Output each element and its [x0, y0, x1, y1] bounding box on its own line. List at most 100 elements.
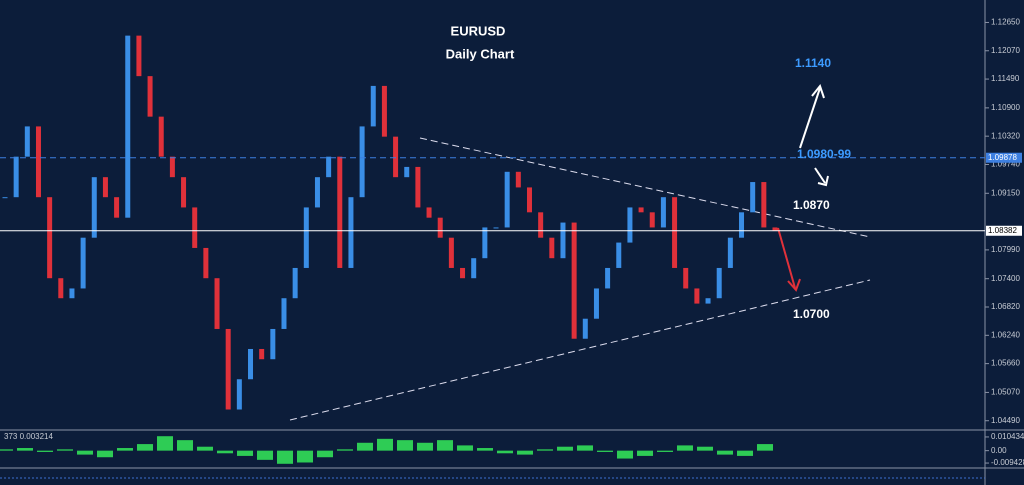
- histogram-bar: [637, 450, 653, 456]
- candle: [314, 177, 320, 208]
- histogram-bar: [237, 450, 253, 456]
- candle: [393, 136, 399, 178]
- candle: [58, 278, 64, 299]
- candle: [80, 237, 86, 289]
- candle: [582, 318, 588, 339]
- price-box: [986, 225, 1022, 236]
- candle: [437, 217, 443, 238]
- candle: [281, 298, 287, 329]
- arrows: [777, 83, 829, 292]
- candle: [348, 197, 354, 268]
- histogram-bar: [97, 450, 113, 458]
- candle: [672, 197, 678, 268]
- candle: [504, 171, 510, 228]
- annotation: 1.0700: [793, 307, 830, 321]
- candle: [236, 379, 242, 410]
- candle: [203, 247, 209, 279]
- candle: [415, 166, 421, 208]
- candle: [259, 348, 265, 360]
- y-tick-label: 1.05660: [991, 359, 1020, 368]
- histogram-bar: [577, 445, 593, 451]
- histogram-bar: [377, 438, 393, 451]
- y-tick-label: 1.10320: [991, 131, 1020, 140]
- candle: [605, 267, 611, 289]
- histogram-bar: [677, 445, 693, 451]
- candle: [225, 328, 231, 410]
- annotation: 1.1140: [795, 56, 831, 70]
- y-tick-label: 0.00: [991, 446, 1007, 455]
- histogram-bar: [657, 450, 673, 452]
- histogram-bar: [317, 450, 333, 458]
- arrow: [814, 167, 829, 187]
- y-tick-label: -0.009428: [991, 458, 1024, 467]
- candle: [526, 187, 532, 213]
- histogram-bar: [337, 449, 353, 451]
- candle: [627, 207, 633, 243]
- candle: [493, 227, 499, 229]
- candle: [761, 182, 767, 228]
- y-tick-label: 1.09150: [991, 188, 1020, 197]
- candle: [705, 298, 711, 304]
- histogram-bar: [177, 440, 193, 451]
- histogram-bar: [557, 446, 573, 451]
- candle: [47, 197, 53, 279]
- candle: [158, 116, 164, 157]
- candle: [270, 328, 276, 360]
- histogram-bar: [217, 450, 233, 454]
- candle: [638, 207, 644, 213]
- y-tick-label: 1.04490: [991, 416, 1020, 425]
- candle: [337, 156, 343, 268]
- candle: [549, 237, 555, 259]
- histogram-bar: [117, 448, 133, 451]
- price-box-label: 1.08382: [988, 226, 1017, 235]
- y-tick-label: 1.12070: [991, 46, 1020, 55]
- y-tick-label: 1.07990: [991, 245, 1020, 254]
- histogram-bar: [397, 440, 413, 451]
- histogram-bar: [537, 449, 553, 451]
- candle: [381, 85, 387, 137]
- histogram-bar: [457, 445, 473, 451]
- histogram-bar: [477, 448, 493, 451]
- y-tick-label: 1.12650: [991, 18, 1020, 27]
- candle: [649, 212, 655, 228]
- candle: [136, 35, 142, 77]
- candle: [716, 267, 722, 299]
- candle: [169, 156, 175, 178]
- y-tick-label: 0.010434: [991, 432, 1024, 441]
- candle: [448, 237, 454, 268]
- histogram-bar: [277, 450, 293, 464]
- histogram-bar: [37, 450, 53, 452]
- candle: [13, 156, 19, 198]
- y-tick-label: 1.06820: [991, 302, 1020, 311]
- arrow: [799, 83, 825, 149]
- candle: [147, 76, 153, 117]
- y-tick-label: 1.05070: [991, 388, 1020, 397]
- y-tick-label: 1.06240: [991, 330, 1020, 339]
- candle: [359, 126, 365, 198]
- candle: [593, 288, 599, 319]
- histogram-bar: [77, 450, 93, 455]
- arrow: [777, 227, 801, 292]
- price-box: [986, 152, 1022, 163]
- histogram-bar: [497, 450, 513, 454]
- candle: [303, 207, 309, 268]
- histogram-bar: [597, 450, 613, 452]
- candle: [772, 227, 778, 231]
- candle: [426, 207, 432, 218]
- price-box-label: 1.09878: [988, 153, 1017, 162]
- annotation: 1.0870: [793, 198, 830, 212]
- candle: [214, 278, 220, 329]
- candle: [660, 197, 666, 228]
- histogram-bar: [737, 450, 753, 456]
- histogram-bar: [257, 450, 273, 460]
- histogram-bar: [517, 450, 533, 455]
- candle: [292, 267, 298, 299]
- candle: [35, 126, 41, 198]
- chart-subtitle: Daily Chart: [446, 46, 515, 61]
- histogram-bar: [757, 444, 773, 451]
- candle: [538, 212, 544, 238]
- y-tick-label: 1.10900: [991, 103, 1020, 112]
- candle: [471, 258, 477, 279]
- histogram-bar: [0, 449, 13, 451]
